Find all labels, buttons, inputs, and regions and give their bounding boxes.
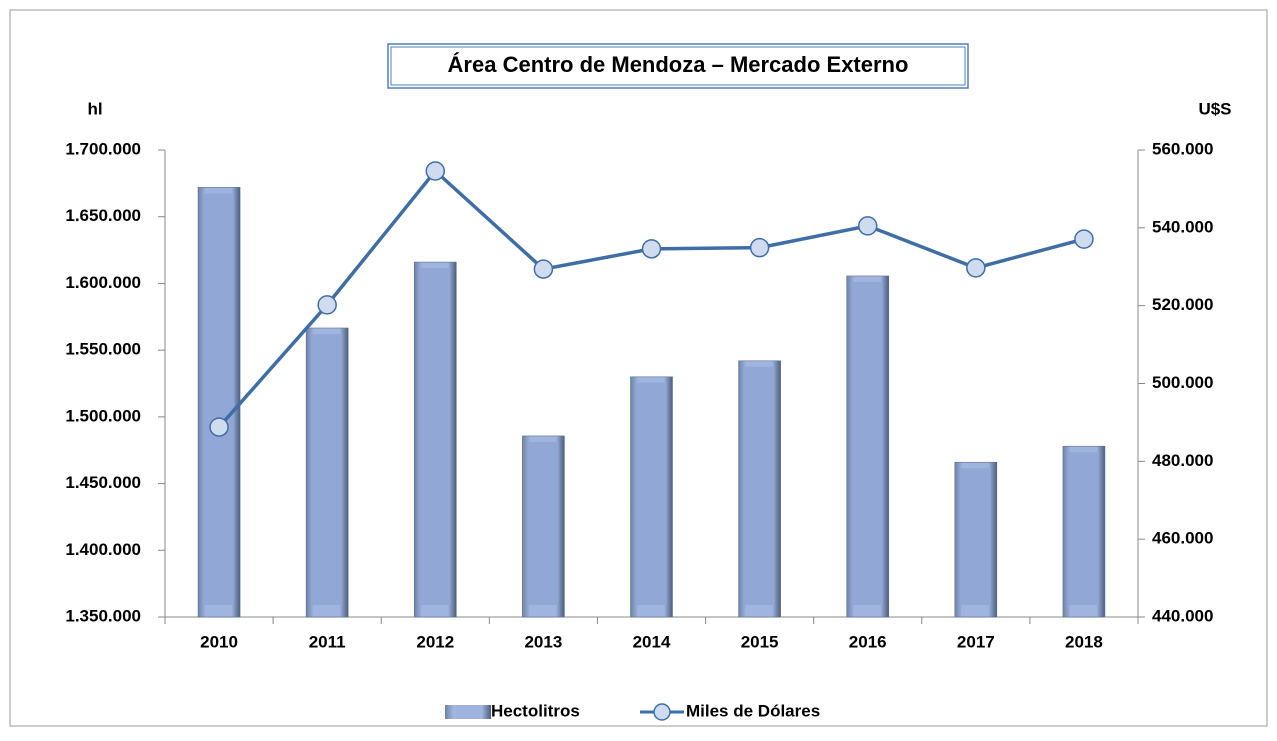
x-tick-label: 2018	[1065, 632, 1103, 651]
x-tick-label: 2013	[524, 632, 562, 651]
y-tick-label: 1.550.000	[65, 340, 141, 359]
line-marker	[641, 239, 662, 259]
y-tick-label: 1.350.000	[65, 606, 141, 625]
line-marker	[966, 258, 986, 278]
line-marker	[533, 259, 554, 279]
line-marker	[857, 216, 878, 236]
y-axis-label: hl	[87, 99, 102, 118]
line-marker	[317, 295, 337, 315]
y2-axis-label: U$S	[1198, 99, 1231, 118]
legend-marker	[653, 703, 671, 721]
title-box-inner	[390, 46, 966, 86]
y2-tick-label: 460.000	[1152, 529, 1213, 548]
x-tick-label: 2011	[309, 632, 346, 651]
y-tick-label: 1.700.000	[65, 139, 141, 158]
line-marker	[749, 237, 770, 258]
y2-tick-label: 480.000	[1152, 451, 1213, 470]
y2-tick-label: 540.000	[1152, 217, 1213, 236]
y-tick-label: 1.650.000	[65, 206, 141, 225]
line-marker	[209, 417, 229, 437]
x-tick-label: 2017	[957, 632, 995, 651]
y2-tick-label: 520.000	[1152, 295, 1213, 314]
x-tick-label: 2015	[741, 632, 779, 651]
legend-label: Hectolitros	[491, 701, 580, 720]
bar-bevel	[420, 268, 451, 605]
y-tick-label: 1.600.000	[65, 273, 141, 292]
bar-bevel	[528, 441, 559, 605]
line-marker	[1074, 229, 1094, 249]
bar-bevel	[636, 382, 667, 605]
title-box	[387, 43, 969, 89]
bar-bevel	[744, 366, 775, 605]
y2-tick-label: 440.000	[1152, 606, 1213, 625]
y2-tick-label: 560.000	[1152, 139, 1213, 158]
bar-bevel	[960, 468, 991, 605]
x-tick-label: 2014	[633, 632, 671, 651]
bar-bevel	[204, 193, 235, 606]
bar-bevel	[1068, 452, 1099, 605]
y-tick-label: 1.450.000	[65, 473, 141, 492]
y2-tick-label: 500.000	[1152, 373, 1213, 392]
y-tick-label: 1.500.000	[65, 406, 141, 425]
legend-label: Miles de Dólares	[686, 701, 820, 720]
bar-bevel	[852, 281, 883, 605]
bar-bevel	[312, 333, 343, 605]
line-marker	[425, 161, 446, 181]
x-tick-label: 2012	[416, 632, 454, 651]
x-tick-label: 2016	[849, 632, 887, 651]
x-tick-label: 2010	[200, 632, 238, 651]
chart-title: Área Centro de Mendoza – Mercado Externo	[448, 52, 909, 77]
y-tick-label: 1.400.000	[65, 540, 141, 559]
legend-swatch	[445, 705, 491, 719]
